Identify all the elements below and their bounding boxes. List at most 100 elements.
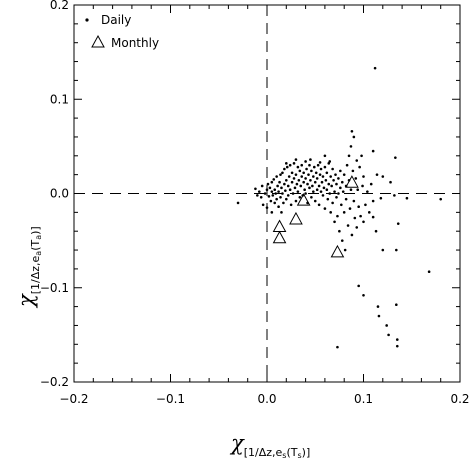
daily-point <box>364 203 367 207</box>
daily-point <box>280 186 283 190</box>
daily-point <box>300 163 304 167</box>
legend-label-monthly: Monthly <box>111 36 159 50</box>
daily-point <box>309 158 312 161</box>
daily-point <box>270 190 274 193</box>
y-label-close: )] <box>29 226 42 235</box>
daily-point <box>254 187 257 191</box>
x-tick-labels: −0.2 −0.1 0.0 0.1 0.2 <box>59 392 469 406</box>
y-axis-label: χ[1/Δz,ea(Ta)] <box>14 226 43 309</box>
daily-point <box>342 173 346 176</box>
daily-point <box>352 199 356 203</box>
daily-point <box>278 180 281 184</box>
daily-point <box>277 205 280 208</box>
daily-point <box>304 192 307 195</box>
daily-point <box>371 199 375 203</box>
daily-point <box>273 201 277 205</box>
daily-point <box>316 163 320 167</box>
x-tick-label: −0.1 <box>156 392 185 406</box>
y-label-symbol: χ <box>14 293 38 309</box>
daily-point <box>349 145 353 148</box>
daily-point <box>261 203 265 207</box>
daily-point <box>277 190 280 193</box>
daily-point <box>340 239 344 242</box>
daily-point <box>320 180 324 184</box>
daily-point <box>290 171 294 175</box>
daily-point <box>236 201 240 205</box>
x-label-open: [1/Δz,e <box>244 446 283 459</box>
y-tick-labels: −0.2 −0.1 0.0 0.1 0.2 <box>40 0 69 389</box>
daily-point <box>297 179 301 182</box>
daily-point <box>394 156 397 159</box>
daily-point <box>310 195 313 199</box>
daily-point <box>300 175 304 178</box>
daily-point <box>292 177 296 180</box>
daily-point <box>337 177 340 180</box>
daily-point <box>321 194 325 197</box>
y-tick-label: −0.2 <box>40 375 69 389</box>
daily-point <box>359 214 362 218</box>
daily-point <box>309 179 312 182</box>
daily-point <box>340 203 343 207</box>
daily-point <box>332 179 335 182</box>
daily-point <box>362 175 365 178</box>
monthly-series <box>272 175 359 258</box>
y-tick-label: 0.0 <box>50 187 69 201</box>
x-label-subsub: s <box>297 451 301 460</box>
daily-point <box>376 305 380 308</box>
monthly-point <box>330 244 345 258</box>
daily-point <box>367 211 371 214</box>
daily-point <box>312 190 315 193</box>
daily-point <box>294 199 298 203</box>
daily-point <box>393 194 396 197</box>
daily-point <box>336 345 339 349</box>
daily-point <box>298 195 302 199</box>
daily-point <box>317 203 321 207</box>
daily-point <box>275 175 278 178</box>
daily-point <box>265 188 269 192</box>
daily-point <box>308 163 311 167</box>
x-tick-label: 0.1 <box>354 392 373 406</box>
daily-point <box>270 180 274 184</box>
daily-point <box>427 270 431 274</box>
daily-point <box>344 197 348 201</box>
daily-point <box>362 220 365 224</box>
monthly-point <box>272 219 287 232</box>
daily-point <box>293 186 297 190</box>
daily-point <box>334 173 337 176</box>
daily-point <box>302 171 305 175</box>
monthly-point <box>289 211 303 225</box>
daily-point <box>355 159 359 162</box>
daily-point <box>321 175 325 178</box>
daily-point <box>267 195 271 198</box>
daily-point <box>285 197 288 201</box>
daily-point <box>287 175 291 178</box>
daily-point <box>360 154 363 158</box>
daily-point <box>354 177 358 180</box>
daily-point <box>272 178 276 181</box>
y-tick-label: −0.1 <box>40 281 69 295</box>
daily-point <box>395 248 398 252</box>
daily-point <box>336 214 339 218</box>
daily-point <box>282 201 285 205</box>
daily-point <box>283 167 286 171</box>
daily-point <box>361 184 364 188</box>
daily-point <box>318 173 322 176</box>
daily-point <box>303 188 306 192</box>
y-label-sub: a <box>34 251 43 256</box>
daily-point <box>319 167 323 171</box>
daily-point <box>350 233 354 237</box>
legend-triangle-marker <box>91 34 105 48</box>
daily-point <box>329 211 332 214</box>
daily-point <box>333 190 336 193</box>
daily-point <box>325 171 329 175</box>
daily-point <box>331 201 334 205</box>
daily-point <box>371 149 375 153</box>
daily-point <box>371 215 375 219</box>
daily-point <box>263 192 267 195</box>
daily-point <box>257 190 261 193</box>
daily-point <box>294 173 298 176</box>
daily-point <box>329 175 332 178</box>
daily-point <box>353 216 357 220</box>
daily-point <box>298 169 302 173</box>
daily-point <box>328 160 332 163</box>
